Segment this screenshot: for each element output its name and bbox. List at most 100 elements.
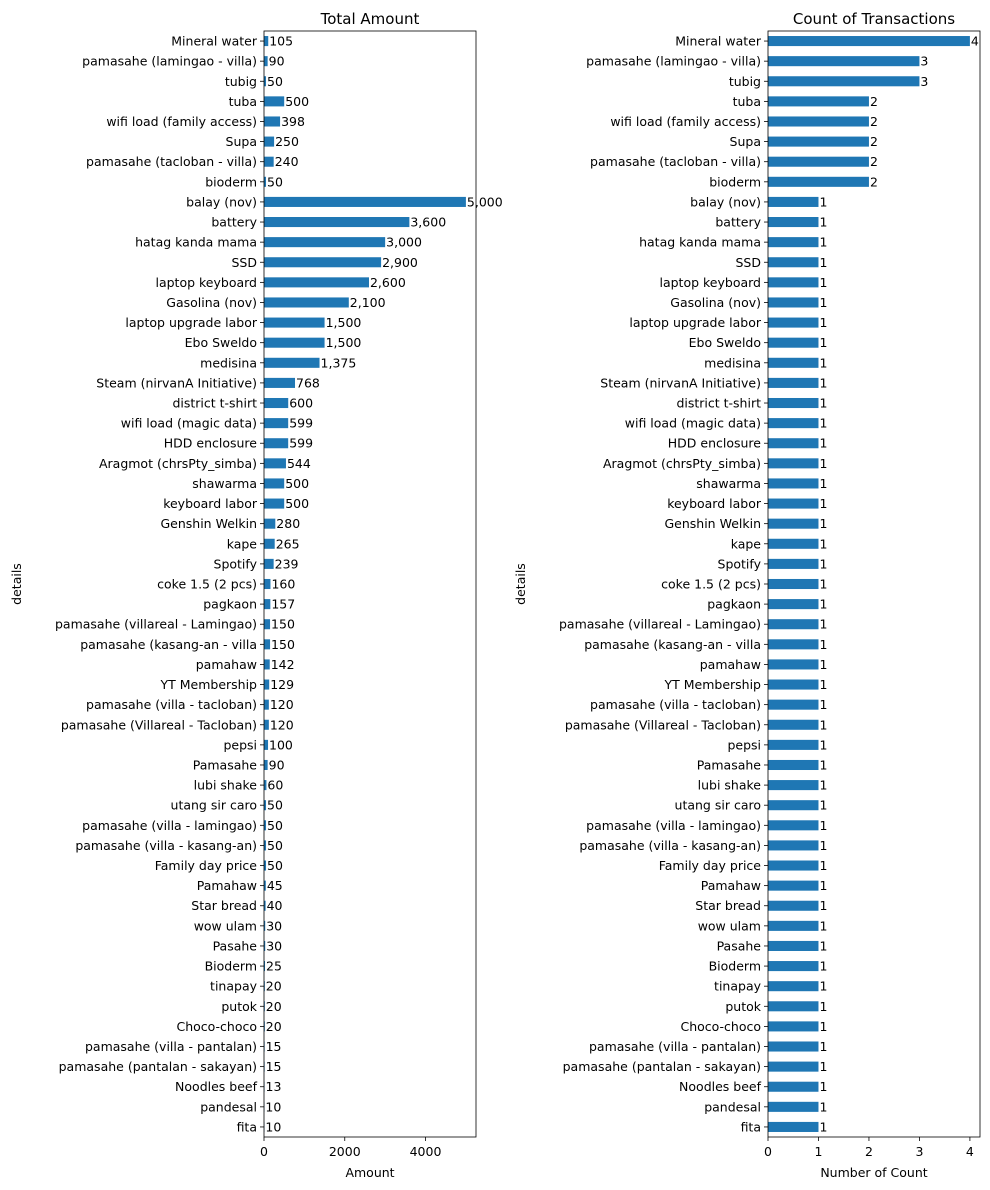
bar	[768, 599, 819, 610]
category-label: pamasahe (villa - tacloban)	[590, 697, 761, 712]
data-label: 1	[819, 637, 827, 652]
category-label: pamasahe (Villareal - Tacloban)	[61, 717, 257, 732]
bar	[768, 940, 819, 951]
category-label: Aragmot (chrsPty_simba)	[603, 456, 761, 471]
bar	[264, 96, 285, 107]
data-label: 265	[276, 536, 300, 551]
category-label: pepsi	[223, 737, 257, 752]
category-label: tinapay	[210, 979, 258, 994]
data-label: 45	[267, 878, 283, 893]
data-label: 25	[266, 959, 282, 974]
bar	[264, 639, 271, 650]
data-label: 1	[819, 516, 827, 531]
category-label: SSD	[736, 255, 762, 270]
bar	[768, 458, 819, 469]
bar	[768, 397, 819, 409]
category-label: pandesal	[200, 1099, 257, 1114]
category-label: Pamasahe	[697, 757, 762, 772]
bar	[264, 679, 270, 690]
bar	[264, 176, 267, 187]
data-label: 398	[281, 114, 305, 129]
data-label: 50	[267, 858, 283, 873]
x-tick-label: 4000	[410, 1144, 442, 1159]
bar	[264, 36, 269, 47]
data-label: 60	[267, 778, 283, 793]
data-label: 5,000	[467, 194, 503, 209]
x-tick-label: 0	[764, 1144, 772, 1159]
category-label: wifi load (family access)	[610, 114, 761, 129]
chart-title: Total Amount	[320, 10, 420, 28]
data-label: 10	[265, 1119, 281, 1134]
bar	[768, 800, 819, 811]
bar	[768, 1001, 819, 1012]
data-label: 500	[285, 496, 309, 511]
data-label: 1	[819, 657, 827, 672]
bar	[768, 639, 819, 650]
bar	[768, 176, 869, 187]
category-label: pamasahe (villa - pantalan)	[85, 1039, 257, 1054]
data-label: 1	[819, 999, 827, 1014]
category-label: Steam (nirvanA Initiative)	[96, 375, 257, 390]
data-label: 20	[266, 979, 282, 994]
data-label: 2,900	[382, 255, 418, 270]
data-label: 1	[819, 1019, 827, 1034]
category-label: Mineral water	[675, 34, 762, 49]
data-label: 3,600	[410, 215, 446, 230]
data-label: 1	[819, 476, 827, 491]
data-label: 1	[819, 798, 827, 813]
category-label: pagkaon	[203, 597, 257, 612]
bar	[264, 136, 275, 147]
data-label: 544	[287, 456, 311, 471]
bar	[768, 418, 819, 429]
bar	[768, 36, 970, 47]
bar	[264, 76, 267, 87]
data-label: 1	[819, 1059, 827, 1074]
data-label: 105	[269, 34, 293, 49]
data-label: 1	[819, 315, 827, 330]
category-label: Gasolina (nov)	[670, 295, 761, 310]
data-label: 120	[270, 697, 294, 712]
data-label: 20	[266, 999, 282, 1014]
bar	[768, 156, 869, 167]
bar	[264, 578, 271, 590]
data-label: 1	[819, 255, 827, 270]
category-label: putok	[221, 999, 257, 1014]
data-label: 10	[265, 1099, 281, 1114]
bar	[768, 438, 819, 449]
data-label: 2	[870, 94, 878, 109]
data-label: 142	[271, 657, 295, 672]
bar	[768, 820, 819, 831]
category-label: wow ulam	[194, 918, 257, 933]
category-label: bioderm	[709, 174, 761, 189]
data-label: 1	[819, 898, 827, 913]
category-label: tubig	[225, 74, 257, 89]
data-label: 1	[819, 416, 827, 431]
category-label: Steam (nirvanA Initiative)	[600, 375, 761, 390]
category-label: shawarma	[696, 476, 761, 491]
category-label: YT Membership	[663, 677, 761, 692]
category-label: pamasahe (tacloban - villa)	[86, 154, 257, 169]
bar	[264, 599, 271, 610]
plot-frame	[767, 30, 981, 1138]
data-label: 1	[819, 737, 827, 752]
data-label: 1	[819, 757, 827, 772]
data-label: 90	[269, 757, 285, 772]
category-label: SSD	[232, 255, 258, 270]
bar	[768, 1021, 819, 1032]
bar	[264, 1001, 265, 1012]
bar	[264, 317, 325, 328]
bar	[264, 900, 266, 911]
category-label: Genshin Welkin	[664, 516, 761, 531]
data-label: 240	[275, 154, 299, 169]
category-label: shawarma	[192, 476, 257, 491]
bar	[768, 679, 819, 690]
category-label: hatag kanda mama	[135, 235, 257, 250]
bar	[264, 438, 289, 449]
bar	[768, 76, 920, 87]
category-label: keyboard labor	[163, 496, 258, 511]
bar	[768, 1081, 819, 1092]
bar	[264, 357, 320, 368]
bar	[768, 357, 819, 368]
category-label: Pamahaw	[197, 878, 257, 893]
